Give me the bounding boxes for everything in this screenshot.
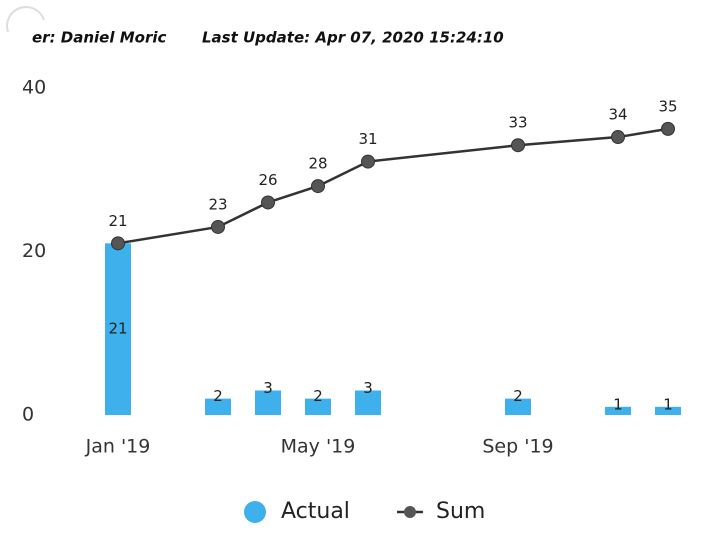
bar-value-label: 3 xyxy=(263,379,273,397)
sum-marker xyxy=(111,236,125,251)
bar xyxy=(605,406,631,415)
bar-value-label: 2 xyxy=(213,387,223,405)
bar xyxy=(105,243,131,415)
legend-swatch-marker xyxy=(404,506,416,518)
sum-marker xyxy=(511,138,525,153)
legend-label: Sum xyxy=(436,499,485,524)
y-tick-label: 40 xyxy=(22,77,46,99)
loader-icon xyxy=(6,6,45,33)
sum-value-label: 21 xyxy=(108,212,127,230)
header-update: Last Update: Apr 07, 2020 15:24:10 xyxy=(202,29,504,47)
sum-value-label: 34 xyxy=(608,106,627,124)
bar-value-label: 1 xyxy=(613,395,623,413)
sum-marker xyxy=(211,219,225,234)
legend-label: Actual xyxy=(281,499,350,524)
x-tick-label: May '19 xyxy=(281,436,356,458)
bar xyxy=(305,398,331,415)
sum-marker xyxy=(611,130,625,145)
sum-marker xyxy=(261,195,275,210)
bar-value-label: 3 xyxy=(363,379,373,397)
sum-value-label: 31 xyxy=(358,130,377,148)
bar xyxy=(355,390,381,415)
x-tick-label: Sep '19 xyxy=(482,436,553,458)
sum-value-label: 23 xyxy=(208,195,227,213)
sum-marker xyxy=(361,154,375,169)
legend-swatch xyxy=(244,501,266,523)
sum-marker xyxy=(661,121,675,136)
bar-value-label: 2 xyxy=(513,387,523,405)
sum-value-label: 26 xyxy=(258,171,277,189)
bar xyxy=(255,390,281,415)
bar xyxy=(655,406,681,415)
sum-value-label: 33 xyxy=(508,114,527,132)
bar xyxy=(505,398,531,415)
bar-value-label: 2 xyxy=(313,387,323,405)
sum-marker xyxy=(311,179,325,194)
bar-value-label: 1 xyxy=(663,395,673,413)
sum-value-label: 35 xyxy=(658,97,677,115)
sum-value-label: 28 xyxy=(308,155,327,173)
sum-line xyxy=(117,127,669,245)
bar-value-label: 21 xyxy=(108,320,127,338)
y-tick-label: 0 xyxy=(22,404,34,426)
header-user: er: Daniel Moric xyxy=(32,29,166,47)
y-tick-label: 20 xyxy=(22,240,46,262)
bar xyxy=(205,398,231,415)
x-tick-label: Jan '19 xyxy=(85,436,151,458)
